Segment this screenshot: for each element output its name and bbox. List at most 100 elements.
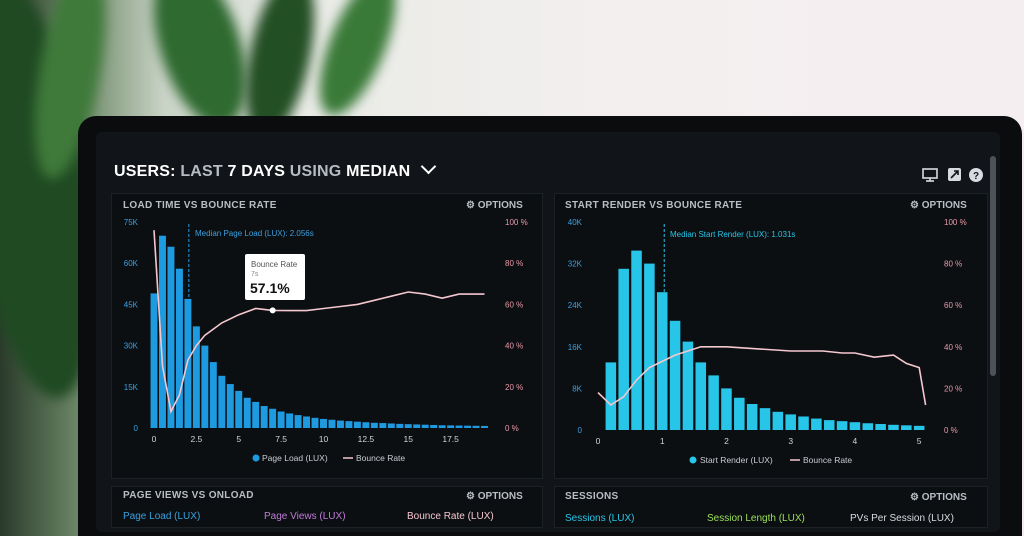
bar <box>695 362 707 430</box>
bar <box>849 422 861 430</box>
bar <box>269 408 277 428</box>
plant-leaf <box>303 0 412 125</box>
gear-icon: ⚙ <box>910 200 919 211</box>
bar <box>455 425 463 428</box>
bar <box>447 425 455 428</box>
options-button[interactable]: ⚙ OPTIONS <box>910 492 967 503</box>
y2-tick-label: 20 % <box>944 384 962 393</box>
options-button[interactable]: ⚙ OPTIONS <box>910 200 967 211</box>
options-label: OPTIONS <box>477 491 523 502</box>
chart-start-render: Median Start Render (LUX): 1.031s Start … <box>568 218 967 465</box>
bar <box>472 425 480 428</box>
y-tick-label: 30K <box>124 342 139 351</box>
y-tick-label: 40K <box>568 218 583 227</box>
bar <box>759 408 771 430</box>
scrollbar[interactable] <box>990 156 996 376</box>
x-tick-label: 3 <box>788 436 793 446</box>
y2-tick-label: 100 % <box>944 218 967 227</box>
x-tick-label: 17.5 <box>442 434 459 444</box>
gear-icon: ⚙ <box>466 200 475 211</box>
y-tick-label: 16K <box>568 343 583 352</box>
bar <box>159 235 166 428</box>
y2-tick-label: 40 % <box>944 343 962 352</box>
bar <box>303 416 311 428</box>
options-button[interactable]: ⚙ OPTIONS <box>466 200 523 211</box>
monitor-icon[interactable] <box>922 168 938 182</box>
bar <box>243 397 251 428</box>
bar <box>734 397 745 430</box>
bar <box>708 375 719 430</box>
options-button[interactable]: ⚙ OPTIONS <box>466 491 523 502</box>
bar <box>328 419 336 428</box>
legend-bar: Page Load (LUX) <box>262 453 328 463</box>
bar <box>379 423 387 428</box>
x-tick-label: 15 <box>404 434 414 444</box>
bar <box>811 418 822 430</box>
bar <box>252 401 260 428</box>
bar <box>913 425 925 430</box>
bar <box>631 250 642 430</box>
bounce-rate-line <box>153 230 485 414</box>
tooltip-value: 57.1% <box>250 280 290 296</box>
options-label: OPTIONS <box>921 200 967 211</box>
title-range-b: 7 DAYS <box>227 163 286 180</box>
column-header[interactable]: Bounce Rate (LUX) <box>407 511 494 522</box>
export-icon[interactable] <box>948 168 961 181</box>
x-tick-label: 1 <box>660 436 665 446</box>
bar <box>235 390 243 428</box>
bar <box>413 424 421 428</box>
legend-swatch-bar <box>689 456 697 464</box>
panel-title: PAGE VIEWS VS ONLOAD <box>123 490 254 501</box>
bar <box>404 424 412 428</box>
chart-legend: Start Render (LUX) Bounce Rate <box>689 455 852 465</box>
y-tick-label: 0 <box>578 426 583 435</box>
bar <box>184 298 192 428</box>
bar <box>618 268 629 430</box>
y-tick-label: 32K <box>568 260 583 269</box>
panel-title: LOAD TIME VS BOUNCE RATE <box>123 200 277 211</box>
y2-tick-label: 100 % <box>505 218 528 227</box>
bar <box>644 263 655 430</box>
options-label: OPTIONS <box>477 200 523 211</box>
tooltip: Bounce Rate 7s 57.1% <box>245 254 305 300</box>
y2-tick-label: 60 % <box>505 300 523 309</box>
y-tick-label: 15K <box>124 383 139 392</box>
y-tick-label: 60K <box>124 259 139 268</box>
bar <box>421 424 429 428</box>
bar <box>192 326 200 428</box>
legend-line: Bounce Rate <box>356 453 405 463</box>
x-tick-label: 2 <box>724 436 729 446</box>
bar <box>396 423 404 428</box>
bar <box>311 417 319 428</box>
bar <box>345 421 353 428</box>
bar <box>438 425 446 428</box>
column-header[interactable]: Page Views (LUX) <box>264 511 346 522</box>
y2-tick-label: 0 % <box>505 424 519 433</box>
y-tick-label: 8K <box>572 384 582 393</box>
bar <box>823 420 835 430</box>
x-tick-label: 0 <box>596 436 601 446</box>
tooltip-sub: 7s <box>251 271 259 278</box>
bar <box>277 411 285 428</box>
toolbar-icons: ? <box>922 168 983 182</box>
bar <box>226 384 234 428</box>
bar <box>150 293 158 428</box>
bar <box>218 375 226 428</box>
tooltip-marker <box>269 307 276 314</box>
bar <box>862 423 874 430</box>
help-icon[interactable]: ? <box>969 168 983 182</box>
panel-title: START RENDER VS BOUNCE RATE <box>565 200 743 211</box>
options-label: OPTIONS <box>921 492 967 503</box>
x-tick-label: 12.5 <box>358 434 375 444</box>
bar <box>260 406 268 428</box>
bar <box>605 362 617 430</box>
x-tick-label: 7.5 <box>275 434 287 444</box>
column-header[interactable]: Page Load (LUX) <box>123 511 201 522</box>
y2-tick-label: 0 % <box>944 426 958 435</box>
page-title[interactable]: USERS: LAST 7 DAYS USING MEDIAN <box>114 158 437 181</box>
legend-swatch-bar <box>252 454 260 462</box>
y2-tick-label: 40 % <box>505 342 523 351</box>
x-tick-label: 0 <box>152 434 157 444</box>
bar <box>836 421 848 430</box>
bar <box>430 424 438 428</box>
